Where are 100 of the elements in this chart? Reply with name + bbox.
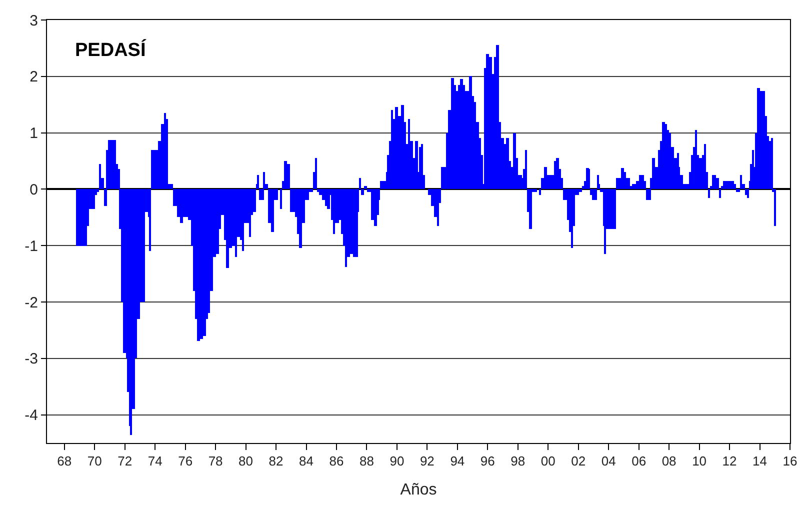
- bar: [149, 189, 151, 251]
- x-tick-label: 00: [540, 454, 556, 469]
- bar: [496, 45, 499, 189]
- bar: [642, 175, 644, 189]
- bar: [525, 150, 527, 189]
- bar: [747, 189, 749, 198]
- bar: [554, 161, 556, 189]
- bar: [415, 141, 418, 189]
- bar: [408, 119, 410, 189]
- bar: [253, 189, 256, 212]
- bar: [216, 189, 219, 254]
- text: PEDASÍ: [75, 39, 146, 61]
- bar: [513, 133, 516, 189]
- bar: [257, 175, 259, 189]
- bar: [579, 189, 582, 192]
- x-tick-label: 94: [450, 454, 465, 469]
- y-tick-label: -3: [24, 350, 38, 368]
- bar: [280, 189, 282, 209]
- bar: [652, 158, 655, 189]
- x-tick-label: 90: [390, 454, 404, 469]
- bar: [171, 184, 173, 189]
- x-tick-label: 98: [510, 454, 526, 469]
- x-tick-label: 96: [480, 454, 495, 469]
- bar: [359, 178, 361, 189]
- bar: [374, 189, 377, 226]
- x-tick-label: 78: [208, 454, 223, 469]
- bar: [235, 189, 237, 257]
- y-tick-label: -1: [24, 238, 38, 255]
- bar: [571, 189, 573, 248]
- bar: [271, 189, 274, 232]
- bar: [242, 189, 244, 251]
- bar: [544, 167, 547, 189]
- bar: [361, 189, 364, 195]
- bar: [646, 189, 649, 200]
- x-tick-label: 02: [571, 454, 586, 469]
- x-tick-label: 14: [752, 454, 768, 469]
- bar: [695, 130, 697, 189]
- x-tick-label: 16: [782, 454, 798, 469]
- bar: [364, 186, 367, 189]
- bar: [317, 189, 319, 192]
- x-tick-label: 82: [268, 454, 284, 469]
- x-tick-label: 84: [299, 454, 314, 469]
- bar: [226, 189, 229, 268]
- bar: [621, 168, 624, 189]
- bar: [284, 161, 287, 189]
- bar: [437, 189, 439, 226]
- bar: [740, 175, 742, 189]
- bar: [539, 189, 541, 195]
- bar: [325, 189, 327, 206]
- x-tick-label: 08: [662, 454, 676, 469]
- y-tick-label: 0: [30, 181, 38, 198]
- bar: [704, 144, 706, 189]
- bar: [708, 189, 710, 198]
- bar: [421, 144, 423, 189]
- x-tick-label: 10: [692, 454, 707, 469]
- bar: [451, 78, 454, 189]
- x-tick-label: 72: [118, 454, 132, 469]
- bar: [719, 189, 721, 198]
- bar: [315, 158, 317, 189]
- bar: [299, 189, 302, 248]
- bar: [716, 178, 719, 189]
- bar: [345, 189, 347, 267]
- y-tick-label: 3: [30, 12, 38, 30]
- bar: [639, 175, 642, 189]
- bar: [774, 189, 776, 226]
- x-tick-label: 74: [148, 454, 162, 469]
- y-tick-label: -4: [24, 407, 38, 424]
- bar: [391, 110, 393, 189]
- bar: [556, 158, 559, 189]
- bar: [745, 189, 747, 195]
- y-tick-label: 2: [30, 68, 38, 86]
- bar: [624, 172, 626, 189]
- x-tick-label: 86: [329, 454, 344, 469]
- bar: [506, 138, 509, 189]
- x-tick-label: 88: [359, 454, 374, 469]
- bar: [249, 189, 251, 237]
- x-axis-title: Años: [400, 481, 437, 498]
- x-tick-label: 06: [632, 454, 646, 469]
- y-tick-label: 1: [30, 125, 38, 142]
- bar: [287, 164, 290, 189]
- bar: [259, 189, 262, 200]
- x-tick-label: 92: [420, 454, 434, 469]
- bar: [757, 88, 760, 189]
- bar: [662, 122, 665, 189]
- bar: [732, 181, 734, 189]
- bar: [143, 189, 145, 302]
- x-tick-label: 80: [238, 454, 254, 469]
- x-tick-label: 68: [57, 454, 72, 469]
- y-tick-label: -2: [24, 294, 38, 312]
- bar: [97, 189, 99, 192]
- x-tick-label: 70: [87, 454, 102, 469]
- bar: [333, 189, 335, 234]
- x-tick-label: 76: [178, 454, 193, 469]
- bar: [669, 133, 671, 189]
- x-tick-label: 12: [722, 454, 737, 469]
- bar: [771, 138, 773, 189]
- bar: [614, 189, 616, 229]
- bar: [734, 184, 736, 189]
- x-tick-label: 04: [601, 454, 616, 469]
- bar: [99, 164, 101, 189]
